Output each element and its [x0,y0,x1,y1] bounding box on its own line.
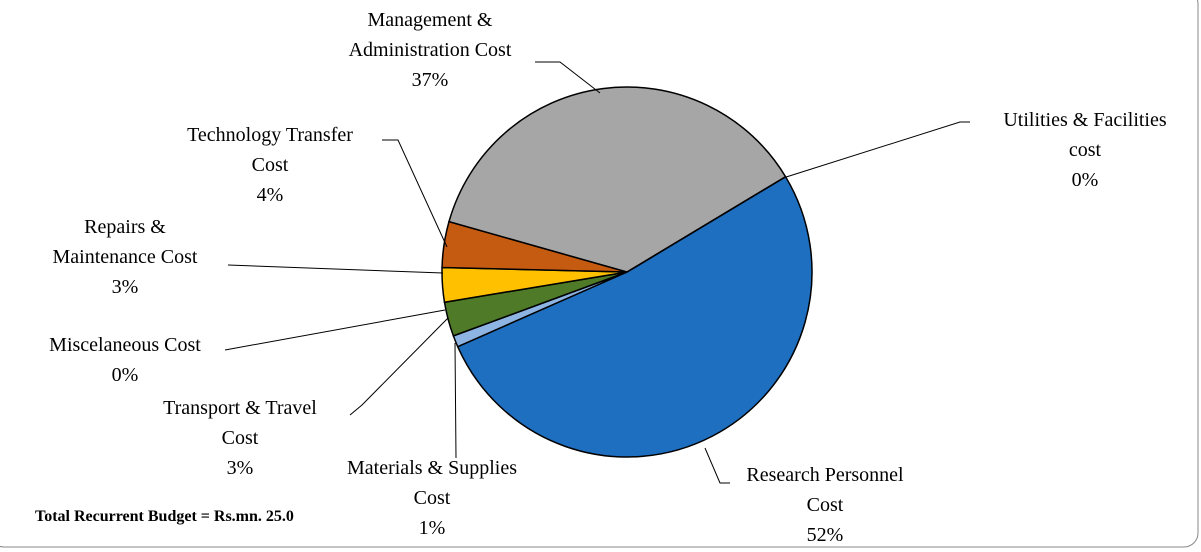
slice-label: Research Personnel Cost 52% [730,460,920,550]
percent-label: 4% [256,184,284,206]
leader-line [535,61,601,94]
category-name: Transport & Travel Cost [163,397,317,449]
category-name: Utilities & Facilities cost [1003,109,1167,161]
percent-label: 3% [111,276,139,298]
leader-line [782,121,970,179]
slice-label: Materials & Supplies Cost 1% [332,453,532,543]
category-name: Research Personnel Cost [746,464,904,516]
slice-label: Miscelaneous Cost 0% [0,330,250,390]
percent-label: 3% [226,457,254,479]
leader-line [349,317,449,416]
category-name: Repairs & Maintenance Cost [52,216,198,268]
slice-label: Transport & Travel Cost 3% [155,393,325,483]
leader-line [704,447,730,484]
category-name: Materials & Supplies Cost [347,457,517,509]
slice-label: Utilities & Facilities cost 0% [985,105,1185,195]
leader-line [224,309,446,351]
leader-line [382,139,448,248]
category-name: Technology Transfer Cost [187,124,353,176]
slice-label: Technology Transfer Cost 4% [178,120,363,210]
percent-label: 0% [111,364,139,386]
slice-label: Repairs & Maintenance Cost 3% [40,212,210,302]
leaders [224,61,970,484]
note: Total Recurrent Budget = Rs.mn. 25.0 [35,508,294,525]
percent-label: 0% [1071,169,1099,191]
percent-label: 1% [418,517,446,539]
percent-label: 52% [806,524,844,546]
slice-label: Management & Administration Cost 37% [330,5,530,95]
pie-slice [456,175,813,458]
percent-label: 37% [411,69,449,91]
pie-slice [448,86,787,273]
leader-line [454,342,457,459]
category-name: Management & Administration Cost [348,9,512,61]
leader-line [227,264,444,274]
category-name: Miscelaneous Cost [49,334,201,356]
